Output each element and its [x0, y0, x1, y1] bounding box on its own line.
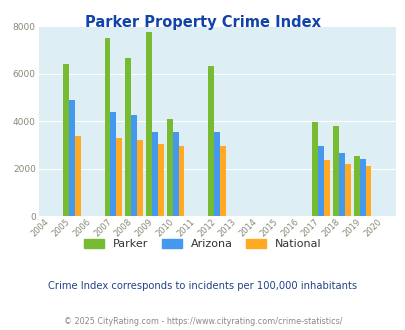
Text: © 2025 CityRating.com - https://www.cityrating.com/crime-statistics/: © 2025 CityRating.com - https://www.city…	[64, 317, 341, 326]
Bar	[104, 38, 110, 216]
Bar	[63, 64, 69, 216]
Bar	[173, 132, 178, 216]
Bar	[146, 32, 151, 216]
Bar	[178, 146, 184, 216]
Bar	[69, 100, 75, 216]
Bar	[125, 58, 131, 216]
Bar	[158, 144, 163, 216]
Bar	[166, 119, 173, 216]
Bar	[332, 126, 338, 216]
Bar	[208, 66, 214, 216]
Bar	[116, 139, 122, 216]
Bar	[364, 166, 371, 216]
Bar	[75, 136, 80, 216]
Text: Crime Index corresponds to incidents per 100,000 inhabitants: Crime Index corresponds to incidents per…	[48, 281, 357, 291]
Bar	[311, 122, 318, 216]
Legend: Parker, Arizona, National: Parker, Arizona, National	[80, 234, 325, 253]
Bar	[318, 146, 323, 216]
Bar	[110, 112, 116, 216]
Bar	[131, 115, 137, 216]
Bar	[137, 140, 143, 216]
Text: Parker Property Crime Index: Parker Property Crime Index	[85, 15, 320, 30]
Bar	[220, 146, 225, 216]
Bar	[353, 156, 359, 216]
Bar	[344, 164, 350, 216]
Bar	[338, 153, 344, 216]
Bar	[323, 160, 329, 216]
Bar	[214, 132, 220, 216]
Bar	[151, 132, 158, 216]
Bar	[359, 159, 364, 216]
